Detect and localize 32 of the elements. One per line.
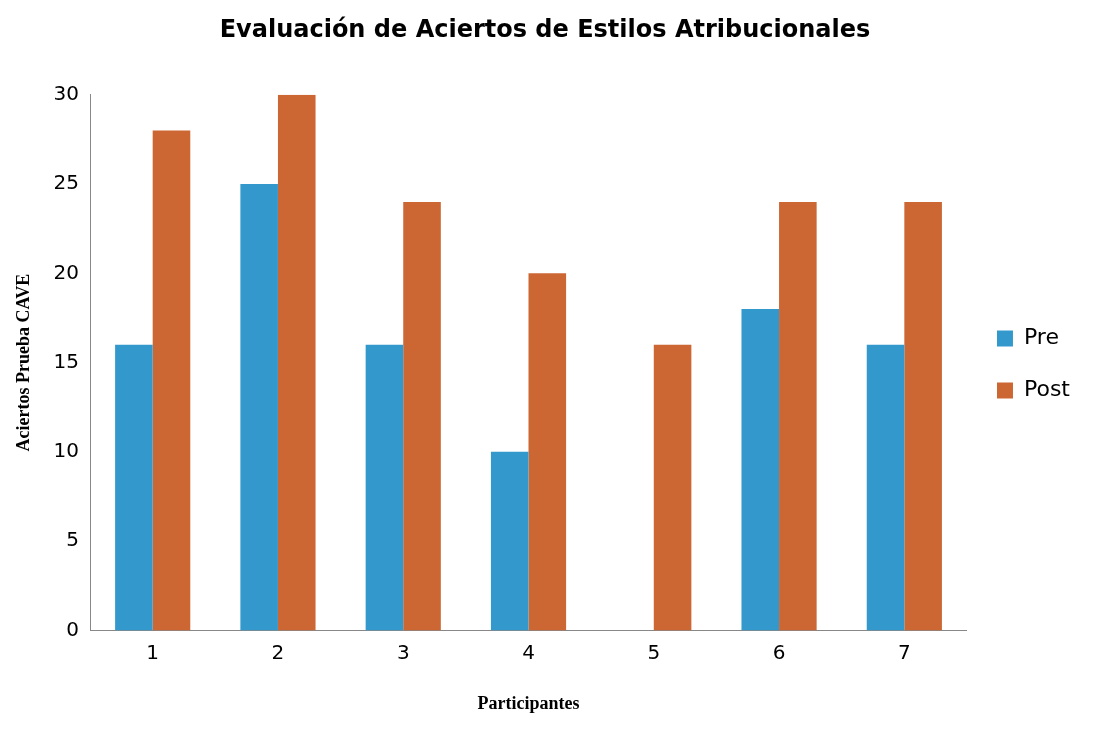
y-tick-label: 5 <box>66 527 80 552</box>
y-tick-label: 20 <box>53 259 80 284</box>
x-tick-label: 1 <box>146 639 160 664</box>
x-tick-label: 3 <box>396 639 410 664</box>
bar <box>403 201 441 631</box>
bar <box>904 201 942 631</box>
x-tick-label: 2 <box>271 639 285 664</box>
bar <box>528 273 567 631</box>
bar <box>277 94 316 631</box>
y-tick-label: 0 <box>66 616 80 641</box>
x-tick-label: 7 <box>897 639 911 664</box>
y-tick-label: 15 <box>53 348 80 373</box>
legend-label: Post <box>1023 376 1071 402</box>
bar <box>741 309 780 631</box>
x-tick-label: 6 <box>772 639 786 664</box>
bar <box>779 201 817 631</box>
bar <box>115 344 153 631</box>
legend-label: Pre <box>1023 324 1059 350</box>
x-axis-title: Participantes <box>477 692 580 713</box>
bar <box>152 130 191 631</box>
bar <box>866 344 905 631</box>
x-tick-label: 4 <box>522 639 535 664</box>
y-tick-label: 30 <box>53 81 80 105</box>
chart-title: Evaluación de Aciertos de Estilos Atribucionales <box>219 14 871 43</box>
y-tick-label: 10 <box>53 438 80 463</box>
x-tick-label: 5 <box>647 639 661 664</box>
bar <box>365 344 404 631</box>
y-axis-title: Aciertos Prueba CAVE <box>13 273 34 452</box>
y-tick-label: 25 <box>53 170 80 195</box>
bar <box>240 184 278 631</box>
bar <box>653 344 692 631</box>
bar <box>490 451 529 631</box>
